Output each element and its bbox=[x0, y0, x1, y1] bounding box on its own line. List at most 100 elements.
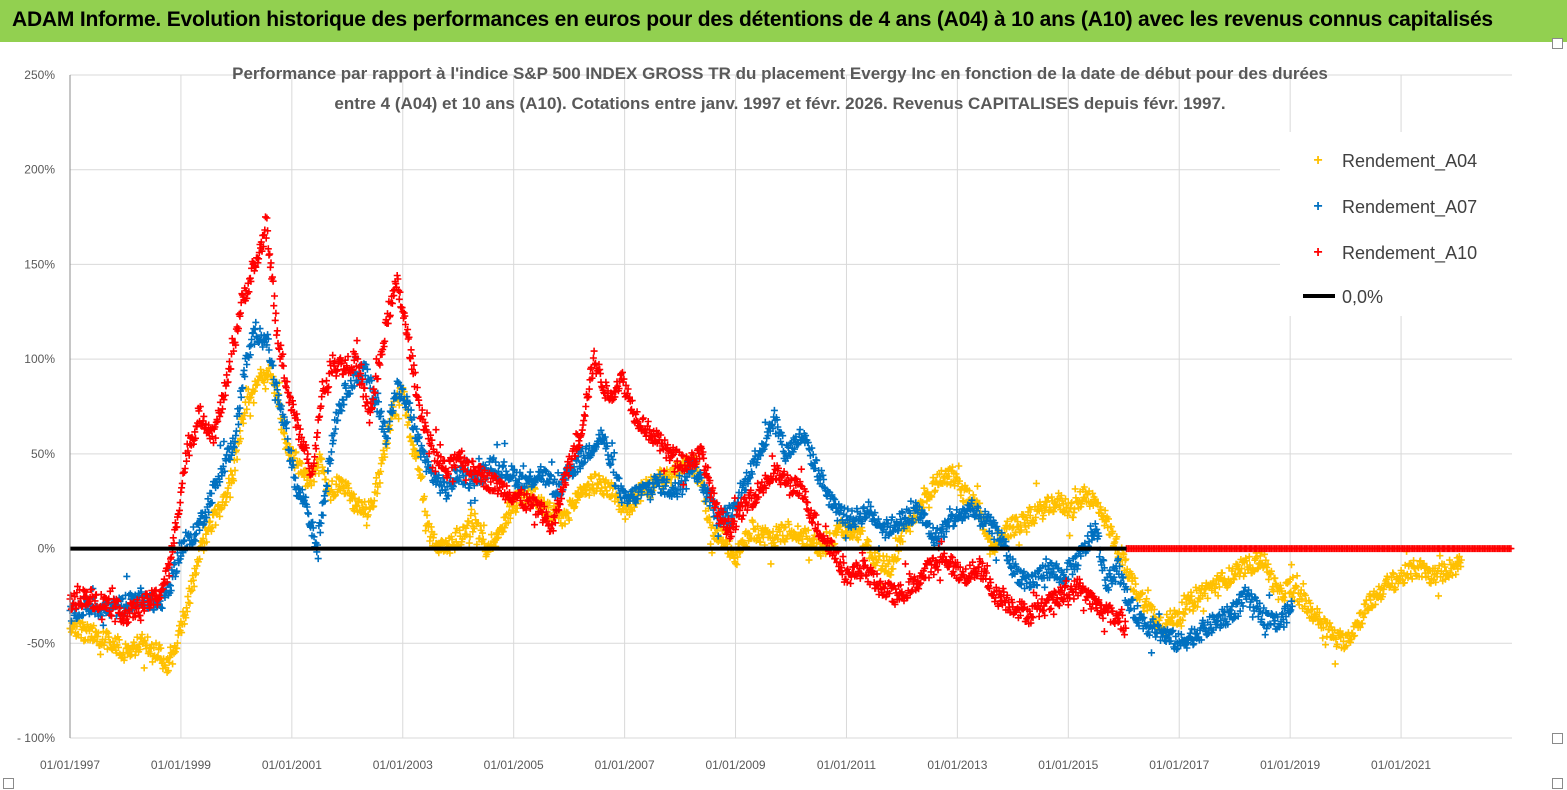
marker-point bbox=[136, 645, 144, 653]
marker-point bbox=[133, 633, 141, 641]
page-title: ADAM Informe. Evolution historique des p… bbox=[12, 8, 1493, 31]
marker-point bbox=[169, 660, 177, 668]
marker-point bbox=[115, 636, 123, 644]
marker-point bbox=[452, 529, 459, 537]
marker-point bbox=[377, 468, 385, 475]
marker-point bbox=[373, 490, 381, 497]
marker-point bbox=[237, 435, 244, 443]
marker-point bbox=[376, 479, 384, 487]
marker-point bbox=[442, 539, 450, 547]
chart-markers bbox=[66, 213, 1515, 676]
marker-point bbox=[221, 501, 229, 509]
marker-point bbox=[192, 569, 200, 577]
marker-point bbox=[226, 493, 234, 501]
marker-point bbox=[231, 466, 239, 474]
marker-point bbox=[446, 549, 454, 557]
marker-point bbox=[216, 512, 224, 520]
marker-point bbox=[448, 536, 456, 544]
marker-point bbox=[370, 497, 378, 505]
marker-point bbox=[374, 483, 382, 491]
marker-point bbox=[199, 535, 207, 542]
marker-point bbox=[292, 448, 300, 456]
marker-point bbox=[155, 641, 163, 649]
marker-point bbox=[157, 644, 165, 652]
marker-point bbox=[230, 477, 238, 485]
marker-point bbox=[310, 478, 318, 486]
marker-point bbox=[212, 521, 220, 529]
marker-point bbox=[488, 531, 495, 539]
marker-point bbox=[246, 412, 254, 420]
marker-point bbox=[467, 506, 475, 513]
marker-point bbox=[239, 419, 247, 427]
marker-point bbox=[180, 620, 188, 628]
marker-point bbox=[314, 461, 322, 469]
marker-point bbox=[467, 512, 475, 519]
marker-point bbox=[418, 472, 426, 480]
marker-point bbox=[339, 477, 346, 485]
marker-point bbox=[513, 504, 521, 512]
marker-point bbox=[420, 493, 428, 500]
marker-point bbox=[350, 490, 357, 498]
marker-point bbox=[196, 555, 204, 563]
marker-point bbox=[307, 481, 315, 489]
marker-point bbox=[202, 530, 210, 538]
marker-point bbox=[318, 455, 326, 463]
marker-point bbox=[184, 593, 192, 601]
marker-point bbox=[544, 504, 552, 512]
marker-point bbox=[186, 599, 194, 607]
marker-point bbox=[233, 455, 241, 463]
marker-point bbox=[298, 459, 306, 467]
marker-point bbox=[140, 664, 148, 672]
marker-point bbox=[412, 454, 420, 462]
marker-point bbox=[372, 474, 380, 482]
marker-point bbox=[183, 608, 191, 615]
marker-point bbox=[189, 576, 197, 584]
marker-point bbox=[392, 411, 400, 419]
marker-point bbox=[80, 637, 88, 645]
marker-point bbox=[479, 529, 486, 537]
marker-point bbox=[174, 639, 181, 647]
marker-point bbox=[546, 499, 554, 507]
marker-point bbox=[423, 511, 431, 519]
marker-point bbox=[188, 586, 196, 594]
marker-point bbox=[320, 468, 328, 476]
marker-point bbox=[322, 476, 330, 483]
marker-point bbox=[501, 524, 509, 532]
marker-point bbox=[465, 539, 473, 547]
marker-point bbox=[351, 494, 359, 502]
marker-point bbox=[480, 521, 488, 529]
marker-point bbox=[421, 507, 429, 515]
marker-point bbox=[178, 629, 186, 637]
marker-point bbox=[193, 562, 201, 570]
marker-point bbox=[138, 631, 146, 638]
marker-point bbox=[466, 533, 474, 541]
marker-point bbox=[164, 667, 172, 675]
marker-point bbox=[414, 465, 422, 473]
marker-point bbox=[97, 650, 104, 658]
marker-point bbox=[250, 387, 258, 395]
marker-point bbox=[364, 511, 372, 519]
marker-point bbox=[115, 643, 122, 651]
marker-point bbox=[327, 496, 335, 504]
marker-point bbox=[187, 587, 195, 595]
marker-point bbox=[112, 649, 120, 657]
marker-point bbox=[471, 510, 479, 518]
marker-point bbox=[470, 525, 478, 533]
marker-point bbox=[395, 415, 403, 423]
marker-point bbox=[479, 535, 487, 543]
marker-point bbox=[353, 501, 361, 509]
performance-chart: 250%200%150%100%50%0%-50%- 100% 01/01/19… bbox=[0, 42, 1567, 790]
marker-point bbox=[170, 649, 178, 657]
marker-point bbox=[150, 644, 158, 652]
marker-point bbox=[224, 484, 232, 492]
marker-point bbox=[328, 477, 336, 485]
marker-point bbox=[494, 533, 502, 541]
marker-point bbox=[395, 401, 403, 409]
marker-point bbox=[456, 526, 464, 534]
marker-point bbox=[90, 622, 98, 630]
marker-point bbox=[144, 633, 152, 641]
marker-point bbox=[262, 385, 269, 393]
marker-point bbox=[203, 538, 211, 546]
marker-point bbox=[121, 653, 129, 661]
marker-point bbox=[301, 466, 309, 474]
